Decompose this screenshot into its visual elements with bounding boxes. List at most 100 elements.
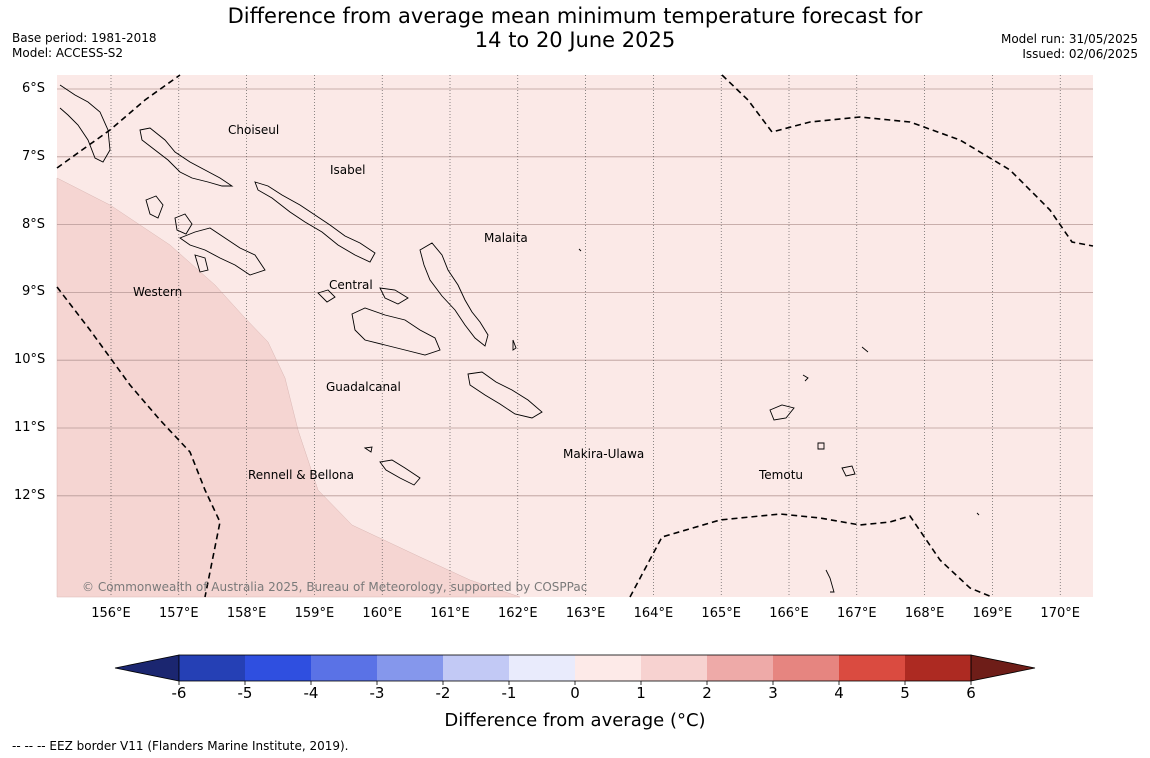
- colorbar-tick-label: -5: [237, 684, 253, 702]
- colorbar-segment: [509, 655, 575, 681]
- meta-right: Model run: 31/05/2025 Issued: 02/06/2025: [1001, 32, 1138, 62]
- eez-border-northwest: [56, 74, 181, 169]
- colorbar-segment: [707, 655, 773, 681]
- colorbar: [114, 654, 1036, 685]
- island-vanikoro: [841, 465, 856, 477]
- island-vella-lavella: [174, 213, 193, 235]
- longitude-label: 163°E: [565, 606, 606, 621]
- forecast-map: [56, 74, 1094, 685]
- longitude-label: 158°E: [226, 606, 267, 621]
- colorbar-tick-label: -6: [171, 684, 187, 702]
- island-choiseul: [139, 127, 234, 187]
- colorbar-tick-label: -1: [501, 684, 517, 702]
- warm-anomaly-region: [56, 177, 521, 598]
- eez-border-northeast: [721, 74, 1094, 247]
- island-bougainville: [59, 84, 111, 163]
- base-period-text: Base period: 1981-2018: [12, 31, 157, 45]
- latitude-label: 7°S: [22, 148, 46, 164]
- longitude-label: 165°E: [701, 606, 741, 621]
- coastlines: [59, 84, 980, 593]
- island-florida: [317, 289, 336, 303]
- colorbar-tick-label: 6: [966, 684, 976, 702]
- island-isabel: [254, 181, 376, 263]
- province-label-malaita: Malaita: [484, 231, 528, 245]
- latitude-label: 8°S: [22, 216, 46, 232]
- eez-borders: [56, 74, 1094, 598]
- colorbar-tick-label: -4: [303, 684, 319, 702]
- island-ulawa: [512, 339, 517, 351]
- latitude-label: 11°S: [14, 420, 46, 435]
- longitude-label: 167°E: [837, 606, 877, 621]
- colorbar-label: Difference from average (°C): [444, 710, 706, 731]
- latitude-label: 10°S: [14, 352, 46, 368]
- colorbar-segment: [377, 655, 443, 681]
- colorbar-tick-label: 5: [900, 684, 910, 702]
- colorbar-segment: [575, 655, 641, 681]
- colorbar-segment: [773, 655, 839, 681]
- colorbar-segment: [311, 655, 377, 681]
- graticule: [57, 75, 1093, 597]
- longitude-label: 170°E: [1040, 606, 1080, 621]
- colorbar-extend-low: [114, 654, 180, 682]
- issued-text: Issued: 02/06/2025: [1022, 47, 1138, 61]
- latitude-label: 12°S: [14, 487, 46, 503]
- longitude-label: 169°E: [972, 606, 1013, 621]
- longitude-label: 156°E: [91, 606, 131, 621]
- colorbar-segment: [443, 655, 509, 681]
- longitude-label: 157°E: [159, 606, 199, 621]
- colorbar-segment: [905, 655, 971, 681]
- copyright-notice: © Commonwealth of Australia 2025, Bureau…: [82, 580, 588, 594]
- island-utupua: [817, 442, 825, 450]
- island-anuta: [825, 569, 835, 593]
- island-malaita: [419, 242, 489, 347]
- latitude-label: 9°S: [22, 284, 46, 300]
- province-label-makira-ulawa: Makira-Ulawa: [563, 447, 645, 461]
- island-tikopia: [976, 512, 980, 516]
- model-text: Model: ACCESS-S2: [12, 46, 124, 60]
- island-new-georgia: [179, 227, 266, 276]
- island-rennell: [379, 459, 421, 486]
- province-label-temotu: Temotu: [759, 468, 804, 482]
- longitude-label: 166°E: [769, 606, 809, 621]
- colorbar-extend-high: [970, 654, 1036, 682]
- island-guadalcanal: [351, 307, 441, 356]
- province-label-guadalcanal: Guadalcanal: [326, 380, 401, 394]
- province-label-western: Western: [133, 285, 183, 299]
- longitude-label: 168°E: [904, 606, 945, 621]
- colorbar-segment: [245, 655, 311, 681]
- colorbar-segment: [839, 655, 905, 681]
- island-ontong-java: [578, 248, 582, 252]
- colorbar-segment: [179, 655, 245, 681]
- longitude-label: 161°E: [430, 606, 470, 621]
- colorbar-tick-label: 0: [570, 684, 580, 702]
- meta-left: Base period: 1981-2018 Model: ACCESS-S2: [12, 31, 157, 61]
- latitude-label: 6°S: [22, 81, 46, 96]
- colorbar-segment: [641, 655, 707, 681]
- colorbar-tick-label: 1: [636, 684, 646, 702]
- province-label-central: Central: [329, 278, 373, 292]
- island-russell: [379, 287, 409, 305]
- longitude-label: 164°E: [633, 606, 674, 621]
- colorbar-tick-label: 4: [834, 684, 844, 702]
- colorbar-tick-label: 3: [768, 684, 778, 702]
- island-duff: [861, 346, 869, 353]
- island-makira: [467, 371, 543, 419]
- longitude-label: 159°E: [294, 606, 335, 621]
- island-ranongga: [145, 195, 164, 219]
- island-rendova: [194, 254, 209, 273]
- chart-title-line2: 14 to 20 June 2025: [474, 28, 676, 52]
- colorbar-tick-label: 2: [702, 684, 712, 702]
- province-label-choiseul: Choiseul: [228, 123, 280, 137]
- colorbar-tick-label: -2: [435, 684, 451, 702]
- island-bellona: [363, 446, 373, 453]
- longitude-label: 162°E: [498, 606, 538, 621]
- province-label-isabel: Isabel: [330, 163, 366, 177]
- colorbar-tick-label: -3: [369, 684, 385, 702]
- chart-title-line1: Difference from average mean minimum tem…: [227, 4, 923, 28]
- longitude-label: 160°E: [362, 606, 402, 621]
- island-santa-cruz: [769, 404, 795, 421]
- island-reef-islands: [802, 374, 809, 382]
- eez-legend-footer: -- -- -- EEZ border V11 (Flanders Marine…: [12, 739, 349, 753]
- eez-border-west: [56, 286, 221, 598]
- province-label-rennell-bellona: Rennell & Bellona: [248, 468, 355, 482]
